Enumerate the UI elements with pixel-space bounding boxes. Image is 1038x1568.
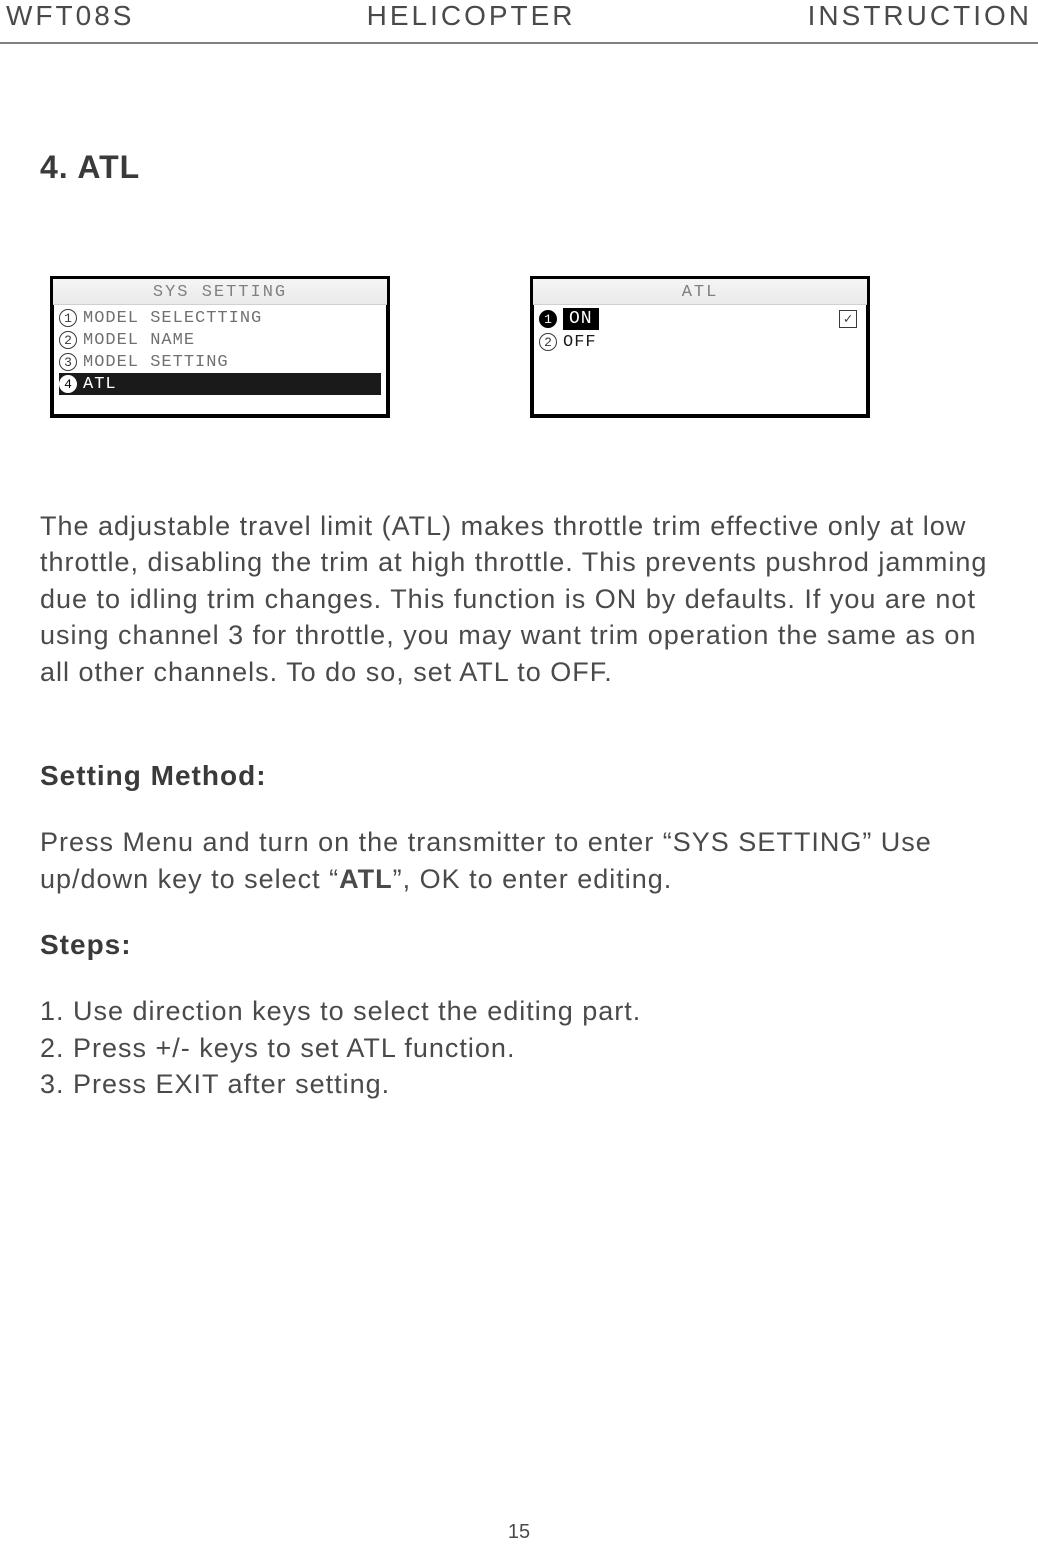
page-number: 15 [508,1521,530,1544]
header-right: INSTRUCTION [808,0,1032,32]
row-label: OFF [563,333,597,352]
row-number-icon: 3 [59,353,77,371]
row-label: MODEL SETTING [83,353,229,372]
atl-bold-text: ATL [339,864,392,894]
row-number-icon: 2 [59,331,77,349]
row-label: MODEL SELECTTING [83,309,262,328]
steps-heading: Steps: [40,929,998,961]
lcd-body: 1 MODEL SELECTTING 2 MODEL NAME 3 MODEL … [53,305,387,399]
lcd-screens-row: SYS SETTING 1 MODEL SELECTTING 2 MODEL N… [50,276,998,418]
lcd-atl: ATL 1 ON ✓ 2 OFF [530,276,870,418]
lcd-row-off: 2 OFF [539,331,861,353]
header-center: HELICOPTER [367,0,576,32]
row-label: ON [563,308,599,330]
lcd-row: 3 MODEL SETTING [59,351,381,373]
lcd-row-on: 1 ON ✓ [539,307,861,331]
setting-method-heading: Setting Method: [40,760,998,792]
setting-method-text: Press Menu and turn on the transmitter t… [40,824,998,897]
description-paragraph: The adjustable travel limit (ATL) makes … [40,508,998,690]
lcd-row: 1 MODEL SELECTTING [59,307,381,329]
step-item: 1. Use direction keys to select the edit… [40,993,998,1029]
lcd-row: 2 MODEL NAME [59,329,381,351]
row-number-icon: 1 [539,310,557,328]
row-number-icon: 1 [59,309,77,327]
page-header: WFT08S HELICOPTER INSTRUCTION [0,0,1038,44]
row-number-icon: 2 [539,333,557,351]
lcd-body: 1 ON ✓ 2 OFF [533,305,867,415]
row-label: MODEL NAME [83,331,195,350]
step-item: 2. Press +/- keys to set ATL function. [40,1030,998,1066]
row-label: ATL [83,375,117,394]
steps-list: 1. Use direction keys to select the edit… [40,993,998,1102]
lcd-row-selected: 4 ATL [59,373,381,395]
lcd-sys-setting: SYS SETTING 1 MODEL SELECTTING 2 MODEL N… [50,276,390,418]
lcd-title: ATL [533,279,867,305]
text-part: ”, OK to enter editing. [393,864,673,894]
lcd-title: SYS SETTING [53,279,387,305]
step-item: 3. Press EXIT after setting. [40,1066,998,1102]
section-title: 4. ATL [40,149,998,186]
page-content: 4. ATL SYS SETTING 1 MODEL SELECTTING 2 … [0,149,1038,1102]
header-left: WFT08S [6,0,134,32]
checkbox-icon: ✓ [839,310,857,328]
row-number-icon: 4 [59,375,77,393]
